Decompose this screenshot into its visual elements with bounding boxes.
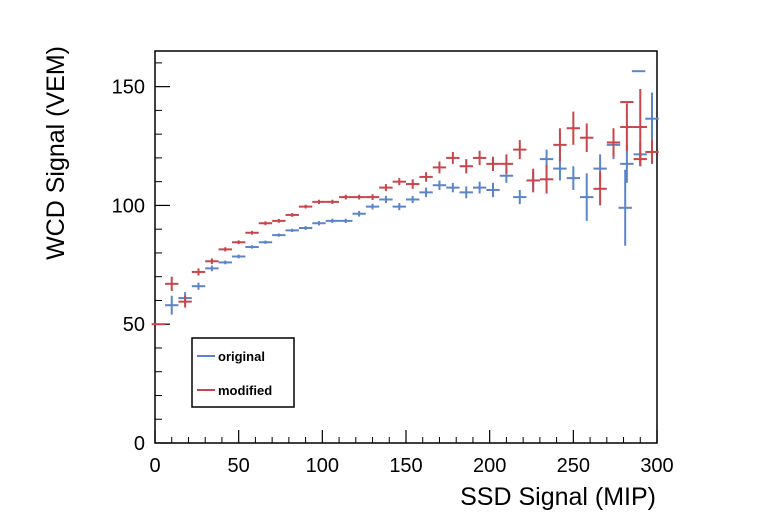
data-point <box>392 203 406 211</box>
data-point <box>553 128 567 162</box>
data-point <box>593 172 607 206</box>
data-point <box>406 179 420 189</box>
series-original <box>165 70 659 315</box>
data-point <box>446 182 460 193</box>
data-point <box>432 161 447 174</box>
data-point <box>499 154 514 174</box>
data-point <box>620 103 634 151</box>
data-point <box>526 168 540 193</box>
x-tick-label: 0 <box>149 455 160 477</box>
data-point <box>379 184 393 192</box>
data-point <box>272 233 286 237</box>
data-point <box>191 268 206 276</box>
x-tick-label: 250 <box>557 455 590 477</box>
data-point <box>472 181 487 194</box>
data-point <box>446 151 460 164</box>
data-point <box>272 218 286 223</box>
data-point <box>245 230 259 235</box>
data-point <box>419 172 433 182</box>
data-point <box>633 89 647 166</box>
x-tick-label: 300 <box>640 455 673 477</box>
data-point <box>645 140 659 164</box>
x-axis-title: SSD Signal (MIP) <box>460 483 656 511</box>
data-point <box>258 240 273 244</box>
data-point <box>513 189 527 205</box>
data-point <box>379 195 393 204</box>
axis-ticks: 0 50 100 150 200 250 300 0 50 100 150 <box>112 62 674 477</box>
x-tick-label: 200 <box>473 455 506 477</box>
legend-label-original: original <box>218 349 265 364</box>
x-tick-label: 50 <box>228 455 250 477</box>
data-point <box>580 173 594 221</box>
data-point <box>178 295 192 308</box>
data-point <box>205 265 219 272</box>
data-point <box>312 199 326 204</box>
data-point <box>218 247 232 252</box>
data-point <box>580 123 594 152</box>
y-tick-label: 50 <box>123 314 145 336</box>
data-point <box>566 111 581 145</box>
data-point <box>419 187 433 198</box>
data-point <box>312 221 326 226</box>
x-tick-label: 100 <box>306 455 339 477</box>
data-point <box>191 282 206 290</box>
y-tick-label: 100 <box>112 195 145 217</box>
data-point <box>205 258 219 265</box>
data-series <box>151 70 659 326</box>
y-axis-title: WCD Signal (VEM) <box>42 46 70 260</box>
data-point <box>325 218 340 224</box>
data-point <box>432 180 447 190</box>
data-point <box>620 144 634 183</box>
data-point <box>339 194 353 200</box>
data-point <box>365 203 380 210</box>
data-point <box>513 140 527 160</box>
data-point <box>539 165 554 194</box>
series-modified <box>151 89 659 326</box>
data-point <box>566 166 581 190</box>
data-point <box>245 245 259 249</box>
data-point <box>486 156 500 171</box>
data-point <box>165 276 179 291</box>
data-point <box>298 204 313 209</box>
data-point <box>258 221 273 226</box>
legend-box <box>191 337 295 408</box>
data-point <box>472 150 487 166</box>
data-point <box>285 228 299 233</box>
y-tick-label: 0 <box>134 433 145 455</box>
data-point <box>231 254 246 259</box>
x-tick-label: 150 <box>389 455 422 477</box>
data-point <box>165 295 179 315</box>
data-point <box>339 218 353 224</box>
data-point <box>218 260 232 265</box>
data-point <box>406 195 420 204</box>
data-point <box>352 194 366 200</box>
data-point <box>285 213 299 217</box>
data-point <box>459 186 473 199</box>
data-point <box>298 226 313 230</box>
data-point <box>231 240 246 245</box>
data-point <box>459 159 473 174</box>
data-point <box>618 169 632 246</box>
data-point <box>365 194 380 200</box>
y-tick-label: 150 <box>112 77 145 99</box>
legend-label-modified: modified <box>218 383 272 398</box>
data-point <box>325 199 340 204</box>
data-point <box>606 128 621 157</box>
data-point <box>392 178 406 186</box>
data-point <box>486 182 500 198</box>
data-point <box>352 210 366 217</box>
legend: original modified <box>191 337 295 408</box>
data-point <box>645 92 659 145</box>
